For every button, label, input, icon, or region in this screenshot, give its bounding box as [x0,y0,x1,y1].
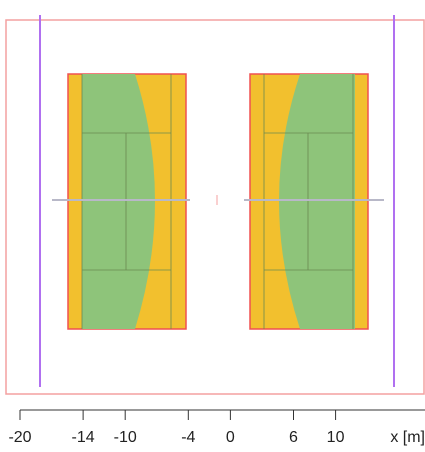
coverage-area [279,74,355,329]
x-tick-label: -10 [114,429,137,446]
right-court [244,73,384,330]
x-tick-label: -4 [181,429,195,446]
x-tick-label: -20 [8,429,31,446]
field-boundary [5,19,425,395]
x-tick-label: 6 [289,429,298,446]
x-tick-label: 0 [226,429,235,446]
court-lines [81,74,172,329]
left-court [52,73,190,330]
court-lines [263,74,354,329]
x-tick-label: -14 [72,429,95,446]
coverage-area [82,74,155,329]
x-tick-label: 10 [327,429,345,446]
x-axis-label: x [m] [390,429,425,446]
